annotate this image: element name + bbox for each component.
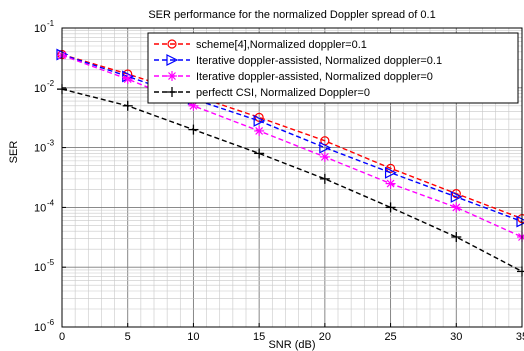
x-axis-label: SNR (dB) [268,339,315,351]
y-tick-exponent: -1 [47,19,55,28]
y-tick-base: 10 [34,23,46,35]
point-plus [319,173,330,184]
legend-label: perfectt CSI, Normalized Doppler=0 [196,87,370,99]
legend-item: Iterative doppler-assisted, Normalized d… [154,71,433,83]
legend-box [147,32,519,104]
x-tick-label: 35 [516,331,524,343]
legend-label: Iterative doppler-assisted, Normalized d… [196,55,442,67]
y-tick-exponent: -5 [47,258,55,267]
y-tick-base: 10 [34,322,46,334]
series-3 [57,84,524,277]
x-tick-label: 5 [125,331,131,343]
point-star [254,125,265,136]
point-triangle [384,166,397,179]
point-plus [517,266,524,277]
point-star [122,74,133,85]
series-line [61,53,523,220]
legend-label: Iterative doppler-assisted, Normalized d… [196,71,433,83]
point-circle [167,39,177,49]
y-tick-base: 10 [34,143,46,155]
y-tick-label: 10 -5 [34,258,55,274]
legend-item: perfectt CSI, Normalized Doppler=0 [154,87,370,99]
y-tick-label: 10 -6 [34,318,55,334]
y-tick-exponent: -3 [47,139,55,148]
point-star [385,178,396,189]
point-plus [451,231,462,242]
y-tick-label: 10 -3 [34,139,55,155]
point-triangle [166,54,179,66]
point-star [319,151,330,162]
point-plus [122,100,133,111]
legend-label: scheme[4],Normalized doppler=0.1 [196,39,367,51]
x-tick-label: 0 [59,331,65,343]
point-plus [167,87,177,97]
series-line [61,53,523,223]
point-star [517,231,524,242]
point-star [451,202,462,213]
x-tick-label: 10 [187,331,199,343]
x-tick-label: 30 [450,331,462,343]
y-tick-label: 10 -2 [34,79,55,95]
chart-title: SER performance for the normalized Doppl… [148,9,435,21]
point-plus [188,124,199,135]
point-triangle [319,141,332,154]
y-tick-exponent: -2 [47,79,55,88]
y-tick-exponent: -6 [47,318,55,327]
y-axis-label: SER [8,141,20,164]
legend-item: Iterative doppler-assisted, Normalized d… [154,54,442,67]
legend: scheme[4],Normalized doppler=0.1 Iterativ… [147,32,519,104]
series-line [61,88,523,273]
y-tick-label: 10 -4 [34,198,55,214]
legend-item: scheme[4],Normalized doppler=0.1 [154,39,367,51]
x-tick-label: 25 [384,331,396,343]
x-tick-label: 20 [319,331,331,343]
series-line [61,54,523,238]
x-tick-label: 15 [253,331,265,343]
y-tick-base: 10 [34,262,46,274]
point-triangle [253,114,266,127]
y-tick-label: 10 -1 [34,19,55,35]
y-tick-base: 10 [34,83,46,95]
point-star [167,71,177,81]
point-triangle [450,190,463,203]
series-layer [56,48,524,277]
plot-frame [61,27,523,328]
point-plus [385,202,396,213]
ticks: 0510152025303510-110-210-310-410-510-6 [34,19,524,343]
y-tick-base: 10 [34,202,46,214]
point-plus [254,148,265,159]
y-tick-exponent: -4 [47,198,55,207]
